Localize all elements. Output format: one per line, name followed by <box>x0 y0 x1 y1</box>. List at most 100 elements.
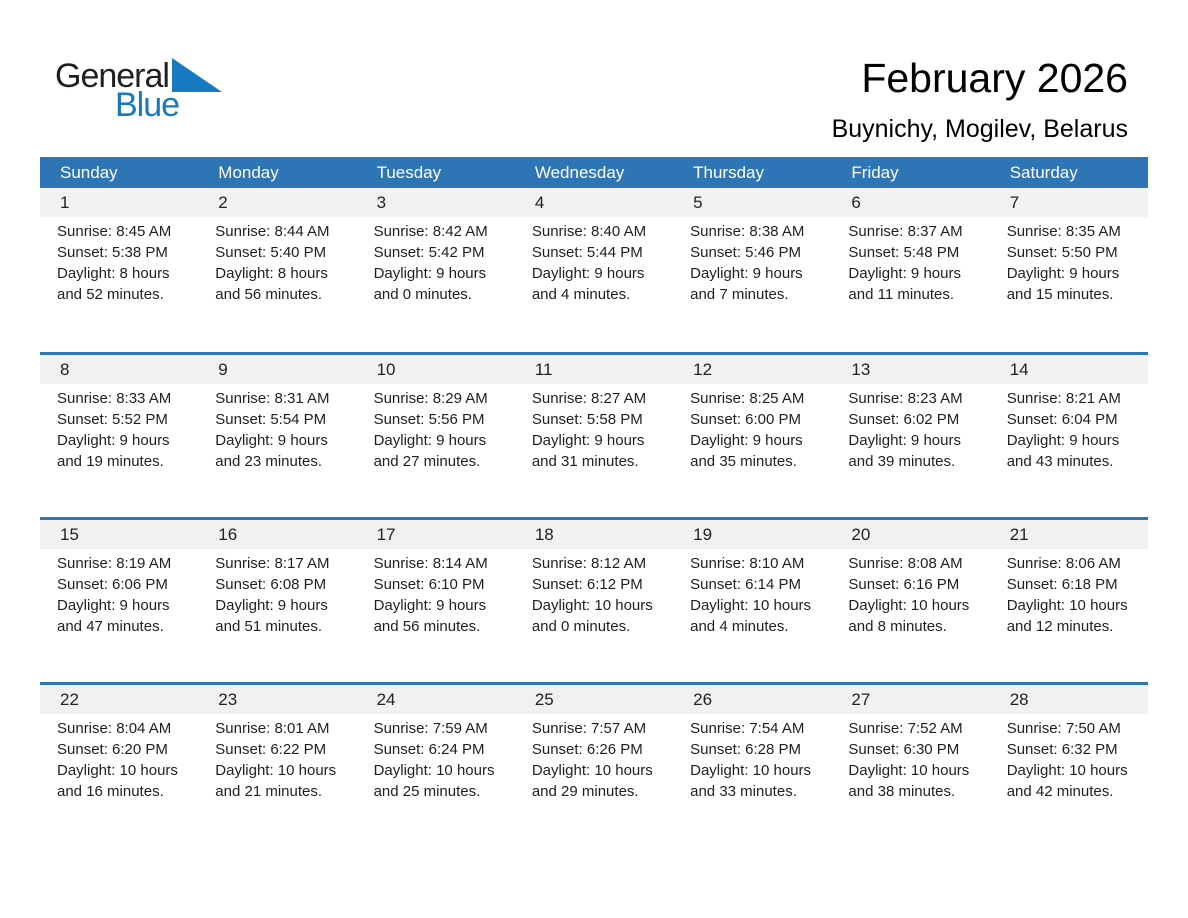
day-number: 14 <box>1009 359 1029 379</box>
sunrise-text: Sunrise: 8:10 AM <box>690 555 805 572</box>
month-title: February 2026 <box>861 55 1128 101</box>
weekday-header-row: Sunday Monday Tuesday Wednesday Thursday Frid… <box>40 157 1148 188</box>
day-number: 7 <box>1009 192 1020 212</box>
sunrise-text: Sunrise: 8:27 AM <box>531 390 647 407</box>
day-number: 15 <box>60 524 79 544</box>
day-details: Sunrise: 8:04 AM Sunset: 6:20 PM Daylight:… <box>40 714 198 802</box>
daylight-text: Daylight: 10 hours and 21 minutes. <box>215 762 337 800</box>
day-details: Sunrise: 8:25 AM Sunset: 6:00 PM Daylight:… <box>673 384 831 472</box>
sunrise-text: Sunrise: 8:25 AM <box>690 390 805 407</box>
day-number: 11 <box>534 359 553 379</box>
day-cell: 19 Sunrise: 8:10 AM Sunset: 6:14 PM Dayligh… <box>673 520 832 682</box>
daylight-text: Daylight: 9 hours and 39 minutes. <box>848 432 961 470</box>
day-number-band: 12 <box>673 355 832 384</box>
day-number: 4 <box>534 192 545 212</box>
sunrise-text: Sunrise: 8:12 AM <box>531 555 647 572</box>
sunset-text: Sunset: 6:30 PM <box>848 741 960 758</box>
daylight-text: Daylight: 10 hours and 29 minutes. <box>531 762 653 800</box>
daylight-text: Daylight: 9 hours and 47 minutes. <box>57 597 170 635</box>
day-cell: 13 Sunrise: 8:23 AM Sunset: 6:02 PM Dayligh… <box>831 355 990 517</box>
daylight-text: Daylight: 9 hours and 27 minutes. <box>373 432 487 470</box>
day-number: 17 <box>376 524 396 544</box>
day-number-band: 14 <box>989 355 1148 384</box>
day-details: Sunrise: 8:27 AM Sunset: 5:58 PM Daylight:… <box>515 384 673 472</box>
sunset-text: Sunset: 6:28 PM <box>690 741 802 758</box>
daylight-text: Daylight: 8 hours and 52 minutes. <box>57 265 170 303</box>
day-number: 16 <box>218 524 238 544</box>
day-details: Sunrise: 8:23 AM Sunset: 6:02 PM Daylight:… <box>831 384 989 472</box>
day-number: 10 <box>376 359 396 379</box>
day-cell: 17 Sunrise: 8:14 AM Sunset: 6:10 PM Dayligh… <box>356 520 515 682</box>
day-details: Sunrise: 8:10 AM Sunset: 6:14 PM Daylight:… <box>673 549 831 637</box>
day-number-band: 3 <box>356 188 515 217</box>
sunrise-text: Sunrise: 8:29 AM <box>373 390 488 407</box>
sunset-text: Sunset: 6:32 PM <box>1006 741 1118 758</box>
sunrise-text: Sunrise: 8:44 AM <box>215 223 330 240</box>
general-blue-logo: General Blue <box>55 58 222 122</box>
day-details: Sunrise: 8:08 AM Sunset: 6:16 PM Daylight:… <box>831 549 989 637</box>
day-number-band: 22 <box>40 685 199 714</box>
weekday-header-friday: Friday <box>851 162 899 182</box>
sunset-text: Sunset: 6:20 PM <box>57 741 168 758</box>
sunset-text: Sunset: 5:42 PM <box>373 244 485 261</box>
day-number-band: 4 <box>514 188 674 217</box>
sunset-text: Sunset: 6:26 PM <box>531 741 643 758</box>
sunset-text: Sunset: 5:58 PM <box>531 411 643 428</box>
daylight-text: Daylight: 10 hours and 4 minutes. <box>690 597 812 635</box>
page-header: February 2026 Buynichy, Mogilev, Belarus <box>832 54 1128 144</box>
day-number: 5 <box>693 192 703 212</box>
sunset-text: Sunset: 5:46 PM <box>690 244 802 261</box>
day-cell: 9 Sunrise: 8:31 AM Sunset: 5:54 PM Daylight… <box>198 355 357 517</box>
day-number: 19 <box>693 524 713 544</box>
day-number-band: 18 <box>514 520 674 549</box>
sunset-text: Sunset: 5:40 PM <box>215 244 327 261</box>
day-number-band: 8 <box>40 355 199 384</box>
day-number: 2 <box>218 192 228 212</box>
day-details: Sunrise: 8:38 AM Sunset: 5:46 PM Daylight:… <box>673 217 831 305</box>
calendar-weeks: 1 Sunrise: 8:45 AM Sunset: 5:38 PM Daylight… <box>40 188 1148 847</box>
day-number: 24 <box>376 689 396 709</box>
weekday-header-sunday: Sunday <box>60 162 118 182</box>
day-cell: 21 Sunrise: 8:06 AM Sunset: 6:18 PM Dayligh… <box>989 520 1148 682</box>
day-cell: 4 Sunrise: 8:40 AM Sunset: 5:44 PM Daylight… <box>514 188 674 352</box>
day-cell: 10 Sunrise: 8:29 AM Sunset: 5:56 PM Dayligh… <box>356 355 515 517</box>
day-number-band: 5 <box>673 188 832 217</box>
sunset-text: Sunset: 6:00 PM <box>690 411 802 428</box>
day-cell: 25 Sunrise: 7:57 AM Sunset: 6:26 PM Dayligh… <box>514 685 674 847</box>
day-number-band: 17 <box>356 520 515 549</box>
day-details: Sunrise: 7:50 AM Sunset: 6:32 PM Daylight:… <box>990 714 1148 802</box>
daylight-text: Daylight: 9 hours and 56 minutes. <box>373 597 487 635</box>
sunrise-text: Sunrise: 8:01 AM <box>215 720 330 737</box>
daylight-text: Daylight: 10 hours and 25 minutes. <box>373 762 495 800</box>
day-cell: 20 Sunrise: 8:08 AM Sunset: 6:16 PM Dayligh… <box>831 520 990 682</box>
day-number: 1 <box>60 192 70 212</box>
day-number-band: 23 <box>198 685 357 714</box>
sunrise-text: Sunrise: 8:37 AM <box>848 223 963 240</box>
sunrise-text: Sunrise: 8:06 AM <box>1006 555 1121 572</box>
sunrise-text: Sunrise: 8:33 AM <box>57 390 172 407</box>
weekday-header-saturday: Saturday <box>1009 162 1078 182</box>
day-number: 22 <box>60 689 79 709</box>
day-number-band: 15 <box>40 520 199 549</box>
day-number: 20 <box>851 524 871 544</box>
daylight-text: Daylight: 9 hours and 19 minutes. <box>57 432 170 470</box>
sunrise-text: Sunrise: 8:35 AM <box>1006 223 1121 240</box>
sunrise-text: Sunrise: 8:19 AM <box>57 555 172 572</box>
sunset-text: Sunset: 5:48 PM <box>848 244 960 261</box>
day-number: 23 <box>218 689 238 709</box>
day-cell: 22 Sunrise: 8:04 AM Sunset: 6:20 PM Dayligh… <box>40 685 199 847</box>
sunset-text: Sunset: 5:50 PM <box>1006 244 1118 261</box>
daylight-text: Daylight: 10 hours and 8 minutes. <box>848 597 970 635</box>
day-number: 9 <box>218 359 228 379</box>
sunrise-text: Sunrise: 8:04 AM <box>57 720 172 737</box>
sunset-text: Sunset: 6:02 PM <box>848 411 960 428</box>
daylight-text: Daylight: 10 hours and 42 minutes. <box>1006 762 1128 800</box>
daylight-text: Daylight: 9 hours and 43 minutes. <box>1006 432 1120 470</box>
sunrise-text: Sunrise: 8:42 AM <box>373 223 488 240</box>
sunset-text: Sunset: 6:24 PM <box>373 741 485 758</box>
day-number-band: 25 <box>514 685 674 714</box>
day-number: 18 <box>534 524 554 544</box>
day-details: Sunrise: 8:06 AM Sunset: 6:18 PM Daylight:… <box>990 549 1148 637</box>
sunrise-text: Sunrise: 7:52 AM <box>848 720 963 737</box>
weekday-header-tuesday: Tuesday <box>376 162 442 182</box>
